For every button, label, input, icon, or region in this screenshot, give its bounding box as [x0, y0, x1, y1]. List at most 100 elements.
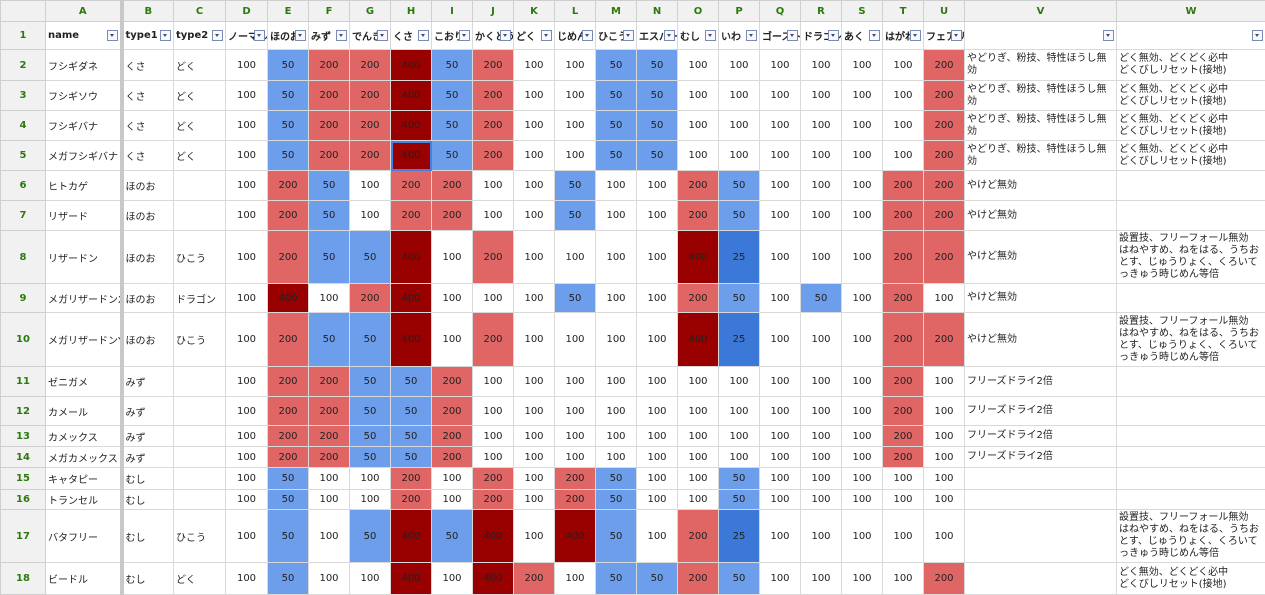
- value-cell[interactable]: 50: [637, 81, 678, 111]
- value-cell[interactable]: 100: [473, 447, 514, 468]
- value-cell[interactable]: 50: [350, 510, 391, 563]
- value-cell[interactable]: 100: [842, 81, 883, 111]
- value-cell[interactable]: 100: [555, 426, 596, 447]
- value-cell[interactable]: 50: [350, 231, 391, 284]
- header-cell[interactable]: かくとう: [473, 22, 514, 50]
- value-cell[interactable]: 100: [678, 397, 719, 426]
- value-cell[interactable]: 100: [924, 284, 965, 313]
- text-cell[interactable]: どく: [174, 141, 226, 171]
- value-cell[interactable]: 100: [883, 81, 924, 111]
- value-cell[interactable]: 50: [432, 141, 473, 171]
- value-cell[interactable]: 100: [760, 313, 801, 367]
- value-cell[interactable]: 25: [719, 313, 760, 367]
- text-cell[interactable]: むし: [122, 563, 174, 595]
- text-cell[interactable]: 設置技、フリーフォール無効 はねやすめ、ねをはる、うちおとす、じゅうりょく、くろ…: [1117, 313, 1265, 367]
- value-cell[interactable]: 200: [268, 447, 309, 468]
- column-letter[interactable]: L: [555, 1, 596, 22]
- value-cell[interactable]: 100: [842, 111, 883, 141]
- value-cell[interactable]: 200: [473, 490, 514, 510]
- value-cell[interactable]: 100: [473, 367, 514, 397]
- text-cell[interactable]: やけど無効: [965, 313, 1117, 367]
- column-letter[interactable]: T: [883, 1, 924, 22]
- row-number[interactable]: 7: [1, 201, 46, 231]
- column-letter[interactable]: N: [637, 1, 678, 22]
- text-cell[interactable]: リザード: [46, 201, 122, 231]
- column-letter[interactable]: A: [46, 1, 122, 22]
- value-cell[interactable]: 100: [637, 201, 678, 231]
- header-cell[interactable]: エスパー: [637, 22, 678, 50]
- value-cell[interactable]: 50: [350, 367, 391, 397]
- value-cell[interactable]: 100: [719, 50, 760, 81]
- row-number[interactable]: 5: [1, 141, 46, 171]
- value-cell[interactable]: 50: [637, 563, 678, 595]
- value-cell[interactable]: 200: [473, 50, 514, 81]
- text-cell[interactable]: [174, 367, 226, 397]
- value-cell[interactable]: 100: [842, 201, 883, 231]
- column-letter[interactable]: D: [226, 1, 268, 22]
- value-cell[interactable]: 200: [473, 468, 514, 490]
- value-cell[interactable]: 100: [514, 313, 555, 367]
- text-cell[interactable]: むし: [122, 490, 174, 510]
- value-cell[interactable]: 100: [924, 426, 965, 447]
- value-cell[interactable]: 50: [719, 284, 760, 313]
- header-cell[interactable]: こおり: [432, 22, 473, 50]
- value-cell[interactable]: 100: [801, 231, 842, 284]
- value-cell[interactable]: 100: [596, 426, 637, 447]
- value-cell[interactable]: 200: [309, 141, 350, 171]
- value-cell[interactable]: 100: [842, 367, 883, 397]
- value-cell[interactable]: 100: [719, 111, 760, 141]
- column-letter[interactable]: W: [1117, 1, 1265, 22]
- value-cell[interactable]: 400: [391, 141, 432, 171]
- value-cell[interactable]: 200: [924, 50, 965, 81]
- value-cell[interactable]: 50: [350, 426, 391, 447]
- filter-button[interactable]: [212, 30, 223, 41]
- text-cell[interactable]: どく無効、どくどく必中 どくびしリセット(接地): [1117, 111, 1265, 141]
- value-cell[interactable]: 100: [842, 397, 883, 426]
- value-cell[interactable]: 100: [226, 490, 268, 510]
- filter-button[interactable]: [746, 30, 757, 41]
- value-cell[interactable]: 50: [719, 490, 760, 510]
- value-cell[interactable]: 100: [842, 468, 883, 490]
- filter-button[interactable]: [664, 30, 675, 41]
- value-cell[interactable]: 100: [678, 426, 719, 447]
- filter-button[interactable]: [418, 30, 429, 41]
- filter-button[interactable]: [869, 30, 880, 41]
- value-cell[interactable]: 100: [637, 490, 678, 510]
- value-cell[interactable]: 50: [596, 510, 637, 563]
- text-cell[interactable]: [174, 201, 226, 231]
- text-cell[interactable]: やどりぎ、粉技、特性ほうし無効: [965, 50, 1117, 81]
- value-cell[interactable]: 400: [391, 510, 432, 563]
- value-cell[interactable]: 50: [432, 111, 473, 141]
- value-cell[interactable]: 200: [678, 284, 719, 313]
- filter-button[interactable]: [160, 30, 171, 41]
- text-cell[interactable]: [1117, 447, 1265, 468]
- row-number[interactable]: 3: [1, 81, 46, 111]
- value-cell[interactable]: 100: [226, 141, 268, 171]
- value-cell[interactable]: 400: [678, 313, 719, 367]
- value-cell[interactable]: 100: [432, 284, 473, 313]
- filter-button[interactable]: [1252, 30, 1263, 41]
- value-cell[interactable]: 100: [760, 231, 801, 284]
- value-cell[interactable]: 100: [760, 510, 801, 563]
- text-cell[interactable]: [965, 510, 1117, 563]
- value-cell[interactable]: 200: [268, 397, 309, 426]
- value-cell[interactable]: 100: [226, 201, 268, 231]
- value-cell[interactable]: 200: [432, 397, 473, 426]
- value-cell[interactable]: 100: [842, 490, 883, 510]
- value-cell[interactable]: 100: [226, 81, 268, 111]
- text-cell[interactable]: メガリザードンX: [46, 284, 122, 313]
- value-cell[interactable]: 400: [678, 231, 719, 284]
- value-cell[interactable]: 50: [596, 81, 637, 111]
- value-cell[interactable]: 100: [842, 141, 883, 171]
- value-cell[interactable]: 100: [678, 111, 719, 141]
- text-cell[interactable]: やけど無効: [965, 201, 1117, 231]
- text-cell[interactable]: [1117, 426, 1265, 447]
- value-cell[interactable]: 100: [842, 447, 883, 468]
- text-cell[interactable]: [1117, 367, 1265, 397]
- value-cell[interactable]: 100: [801, 111, 842, 141]
- value-cell[interactable]: 100: [226, 563, 268, 595]
- value-cell[interactable]: 100: [801, 367, 842, 397]
- text-cell[interactable]: みず: [122, 426, 174, 447]
- value-cell[interactable]: 100: [883, 510, 924, 563]
- value-cell[interactable]: 100: [637, 171, 678, 201]
